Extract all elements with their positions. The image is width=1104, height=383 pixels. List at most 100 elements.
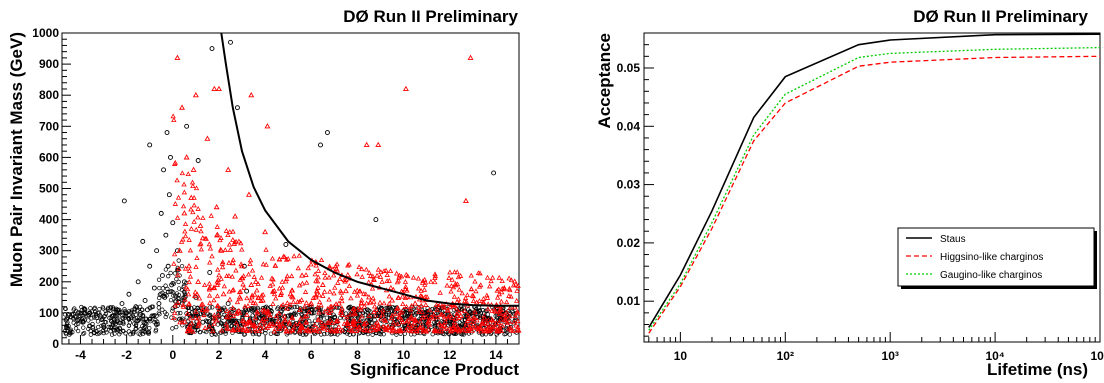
data-point-triangle xyxy=(402,85,409,92)
data-point-circle xyxy=(142,298,148,303)
y-tick-label: 0.01 xyxy=(617,294,641,308)
data-point-circle xyxy=(170,220,176,226)
data-point-triangle xyxy=(190,166,197,172)
mass-vs-significance-chart: -4 -2 0 2 4 6 8 10 12 14 0 100 200 300 400 500 600 700 800… xyxy=(7,7,522,379)
data-point-circle xyxy=(154,248,160,254)
selection-cut-curve xyxy=(220,32,519,307)
data-point-triangle xyxy=(195,278,202,284)
right-chart-title: DØ Run II Preliminary xyxy=(913,7,1088,26)
y-tick-label: 0.02 xyxy=(617,236,641,250)
data-point-triangle xyxy=(176,247,183,253)
data-point-circle xyxy=(207,270,213,275)
y-tick-label: 0.04 xyxy=(617,119,641,133)
y-tick-label: 300 xyxy=(39,244,59,258)
data-point-triangle xyxy=(264,123,271,129)
data-point-triangle xyxy=(248,91,255,98)
x-tick-label: 10² xyxy=(777,349,794,363)
data-point-circle xyxy=(126,291,132,297)
x-tick-label: -2 xyxy=(121,348,132,362)
data-point-circle xyxy=(161,167,167,173)
data-point-triangle xyxy=(412,300,419,306)
data-point-triangle xyxy=(299,272,306,278)
data-point-circle xyxy=(168,154,173,160)
data-point-triangle xyxy=(289,294,296,300)
left-y-axis-title: Muon Pair Invariant Mass (GeV) xyxy=(7,32,26,287)
y-tick-label: 0.03 xyxy=(617,178,641,192)
data-point-circle xyxy=(159,273,165,279)
data-point-circle xyxy=(184,123,190,129)
data-point-triangle xyxy=(262,228,269,235)
x-tick-label: 14 xyxy=(489,348,503,362)
data-point-triangle xyxy=(192,91,199,98)
data-point-triangle xyxy=(363,141,370,148)
data-point-triangle xyxy=(462,197,469,203)
x-tick-label: 0 xyxy=(169,348,176,362)
data-point-circle xyxy=(373,217,379,223)
y-tick-label: 800 xyxy=(39,88,59,102)
right-frame xyxy=(643,32,1101,343)
data-point-circle xyxy=(228,39,233,45)
legend-entry-label: Gaugino-like charginos xyxy=(940,270,1042,281)
data-point-circle xyxy=(158,210,164,216)
right-x-axis-title: Lifetime (ns) xyxy=(987,360,1088,379)
data-point-triangle xyxy=(375,141,382,148)
data-point-triangle xyxy=(211,85,218,92)
data-point-triangle xyxy=(335,300,342,306)
data-point-triangle xyxy=(188,194,195,200)
y-tick-label: 900 xyxy=(39,57,59,71)
x-tick-label: 6 xyxy=(308,348,315,362)
data-point-circle xyxy=(324,130,330,135)
data-point-triangle xyxy=(361,303,368,309)
data-point-triangle xyxy=(181,210,188,216)
y-tick-label: 1000 xyxy=(32,26,59,40)
x-tick-label: 12 xyxy=(443,348,457,362)
data-point-triangle xyxy=(220,291,227,297)
data-point-triangle xyxy=(252,278,259,284)
data-point-triangle xyxy=(213,203,220,210)
data-point-circle xyxy=(135,279,141,285)
data-point-triangle xyxy=(199,235,206,241)
data-point-circle xyxy=(147,142,153,148)
data-point-circle xyxy=(140,238,146,244)
data-point-circle xyxy=(151,285,157,291)
data-point-circle xyxy=(119,301,125,307)
data-point-circle xyxy=(244,288,250,294)
x-tick-label: 2 xyxy=(216,348,223,362)
x-tick-label: 10⁵ xyxy=(1091,349,1104,363)
x-tick-label: 8 xyxy=(354,348,361,362)
x-tick-label: 10 xyxy=(397,348,411,362)
data-point-triangle xyxy=(225,166,232,172)
legend: Staus Higgsino-like charginos Gaugino-like… xyxy=(897,227,1097,289)
data-point-triangle xyxy=(245,191,252,197)
data-point-circle xyxy=(164,130,170,135)
data-point-circle xyxy=(318,142,323,148)
right-y-axis-title: Acceptance xyxy=(595,33,614,128)
data-point-triangle xyxy=(248,281,255,287)
data-point-triangle xyxy=(319,281,326,287)
y-tick-label: 400 xyxy=(39,213,59,227)
data-point-triangle xyxy=(179,104,185,110)
data-point-triangle xyxy=(185,263,192,269)
series-line-2 xyxy=(648,46,1101,331)
data-point-circle xyxy=(209,46,215,51)
left-frame xyxy=(61,32,520,345)
left-x-axis-title: Significance Product xyxy=(350,360,519,379)
data-point-circle xyxy=(166,192,172,198)
data-point-circle xyxy=(491,170,497,176)
data-point-triangle xyxy=(372,312,379,319)
data-point-triangle xyxy=(229,259,236,266)
data-point-circle xyxy=(147,263,153,269)
data-point-triangle xyxy=(174,54,181,60)
y-tick-label: 600 xyxy=(39,150,59,164)
data-point-circle xyxy=(234,105,240,111)
legend-entry-label: Staus xyxy=(940,234,966,245)
y-tick-label: 100 xyxy=(39,306,59,320)
left-chart-title: DØ Run II Preliminary xyxy=(343,7,518,26)
x-tick-label: 10⁴ xyxy=(985,349,1004,363)
data-point-triangle xyxy=(206,284,213,291)
acceptance-vs-lifetime-chart: 10 10² 10³ 10⁴ 10⁵ 0.01 0.02 0.03 0.04 0.05 Staus… xyxy=(595,7,1104,379)
data-point-triangle xyxy=(467,54,474,60)
data-point-circle xyxy=(225,301,231,307)
data-point-triangle xyxy=(197,222,204,228)
y-tick-label: 200 xyxy=(39,275,59,289)
